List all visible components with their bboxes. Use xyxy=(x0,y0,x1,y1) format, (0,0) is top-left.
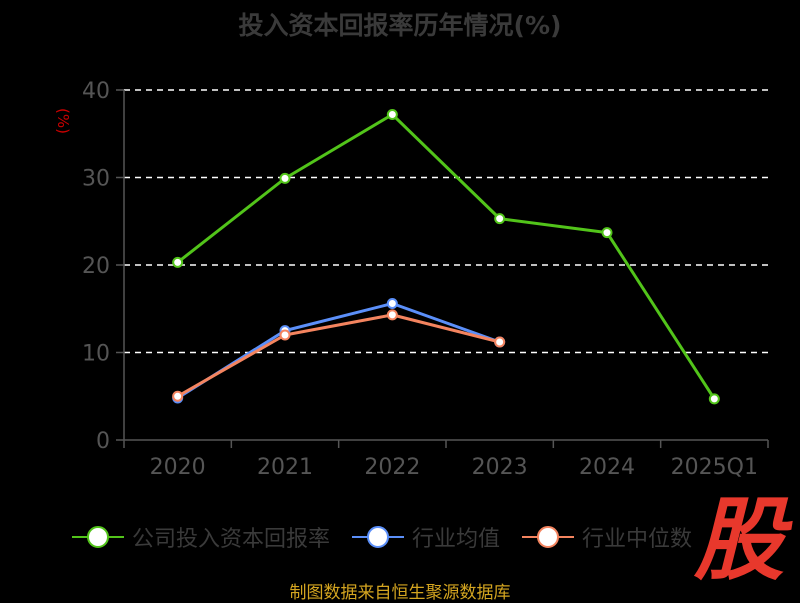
data-point-company xyxy=(172,256,184,268)
axis-layer: 0 10 20 30 40 2020 2021 2022 2023 2024 2025Q1 xyxy=(82,79,769,480)
data-point-company xyxy=(279,172,291,184)
y-tick-label: 20 xyxy=(82,254,110,279)
y-tick-label: 30 xyxy=(82,167,110,192)
series-line-company xyxy=(176,113,716,400)
legend-marker-industry-avg xyxy=(352,519,405,555)
x-tick-label: 2022 xyxy=(364,455,420,480)
series-line-industry_median xyxy=(176,313,501,398)
data-point-industry_median xyxy=(172,390,184,402)
data-point-industry_median xyxy=(386,309,398,321)
legend-marker-company xyxy=(72,519,124,555)
data-point-company xyxy=(708,393,720,405)
data-point-company xyxy=(386,109,398,120)
series-layer xyxy=(172,109,720,405)
y-tick-label: 10 xyxy=(82,342,110,367)
series-line-industry_avg xyxy=(176,302,501,400)
grid-layer xyxy=(124,89,768,354)
chart-title: 投入资本回报率历年情况(%) xyxy=(238,11,562,40)
x-tick-label: 2021 xyxy=(257,455,313,480)
legend-label-industry-median: 行业中位数 xyxy=(582,527,693,552)
legend-item-company[interactable]: 公司投入资本回报率 xyxy=(72,519,330,555)
data-point-industry_median xyxy=(494,336,506,348)
legend: 公司投入资本回报率 行业均值 行业中位数 xyxy=(72,519,714,555)
x-tick-label: 2023 xyxy=(472,455,528,480)
legend-label-company: 公司投入资本回报率 xyxy=(132,527,331,552)
y-tick-label: 40 xyxy=(82,79,110,104)
logo-mark: 股 xyxy=(694,488,784,593)
data-point-industry_avg xyxy=(386,298,398,309)
x-tick-label: 2025Q1 xyxy=(671,455,758,480)
legend-marker-industry-median xyxy=(522,519,575,555)
x-tick-label: 2020 xyxy=(150,455,206,480)
legend-label-industry-avg: 行业均值 xyxy=(412,527,501,552)
source-footer: 制图数据来自恒生聚源数据库 xyxy=(289,583,511,603)
legend-item-industry-avg[interactable]: 行业均值 xyxy=(352,519,500,555)
x-tick-label: 2024 xyxy=(579,455,635,480)
legend-item-industry-median[interactable]: 行业中位数 xyxy=(522,519,692,555)
data-point-company xyxy=(601,227,613,239)
data-point-company xyxy=(494,213,506,225)
y-tick-label: 0 xyxy=(96,429,110,454)
data-point-industry_median xyxy=(279,329,291,341)
